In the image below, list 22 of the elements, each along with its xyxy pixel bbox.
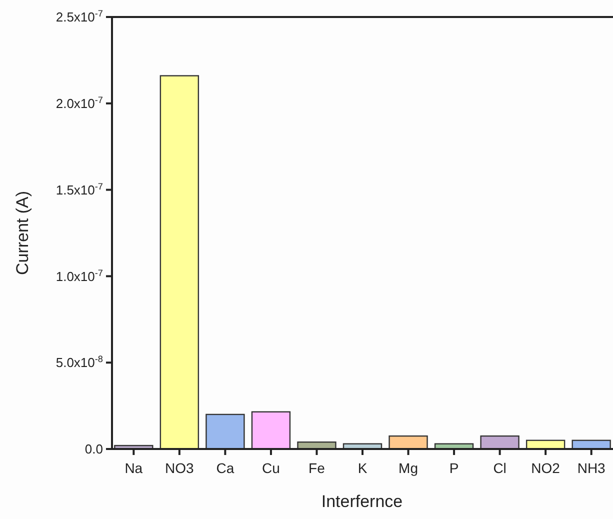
y-tick-label: 0.0 [84, 442, 103, 457]
x-axis-title: Interfernce [321, 492, 403, 511]
x-tick-label: Na [124, 460, 143, 476]
x-tick-label: NO2 [531, 460, 560, 476]
y-tick-label: 5.0x10$^{-8}$ [56, 354, 103, 370]
x-tick-label: Mg [398, 460, 418, 476]
bar [251, 411, 291, 450]
y-tick-label: 2.0x10$^{-7}$ [56, 94, 103, 111]
x-tick-label: Ca [216, 460, 234, 476]
x-tick-label: P [449, 460, 459, 476]
y-axis-title: Current (A) [13, 190, 32, 276]
x-tick-label: Fe [308, 460, 326, 476]
bar [160, 75, 200, 450]
y-tick-label: 1.0x10$^{-7}$ [56, 268, 103, 284]
x-tick-label: Cu [262, 460, 280, 476]
x-tick-label: Cl [493, 460, 506, 476]
y-tick-label: 1.5x10$^{-7}$ [56, 181, 103, 198]
bar [206, 414, 245, 450]
x-tick-label: NH3 [577, 460, 606, 476]
y-tick-label: 2.5x10$^{-7}$ [56, 8, 103, 25]
x-tick-label: NO3 [165, 460, 194, 476]
x-tick-label: K [358, 460, 368, 476]
